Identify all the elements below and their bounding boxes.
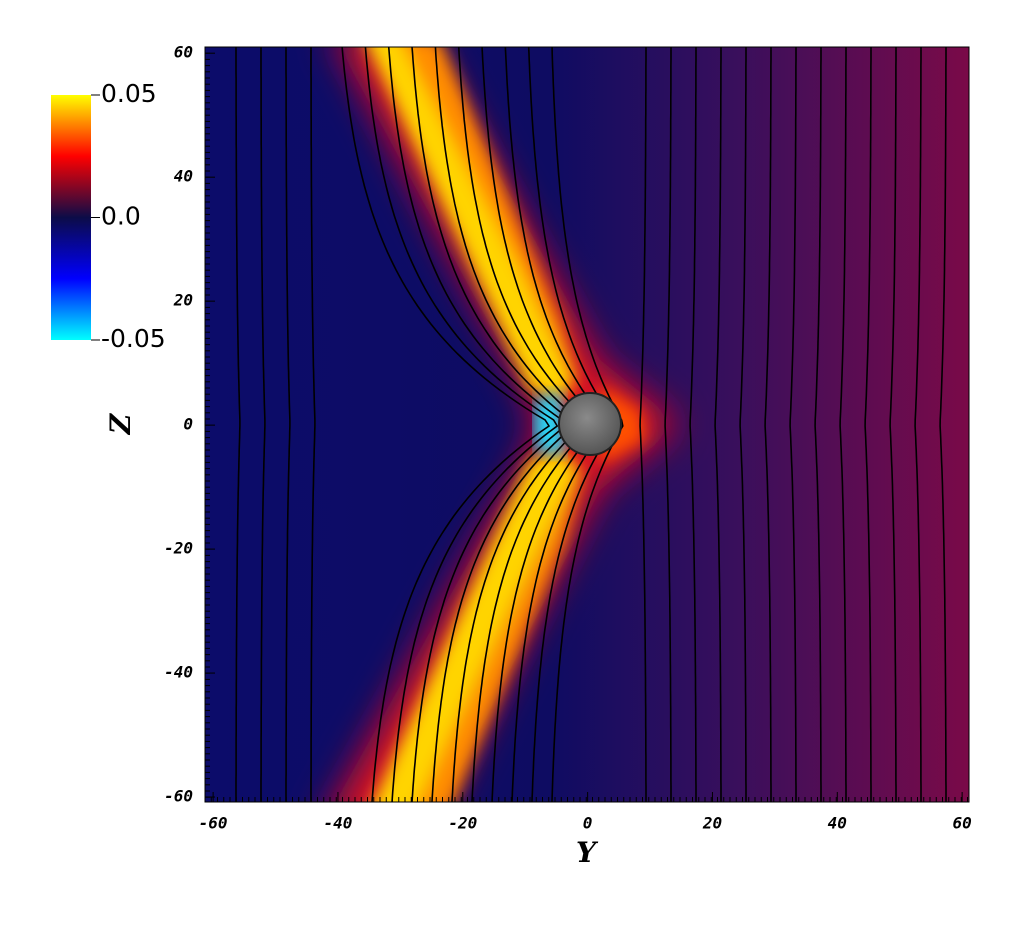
y-axis-label: Z xyxy=(104,412,137,435)
field-line xyxy=(235,47,241,802)
field-line xyxy=(764,47,772,802)
x-tick-label: -20 xyxy=(448,814,477,833)
field-line xyxy=(939,47,947,802)
field-line xyxy=(310,47,316,802)
x-tick-label: 0 xyxy=(583,814,593,833)
field-line xyxy=(889,47,897,802)
field-line xyxy=(689,47,697,802)
y-tick-label: -60 xyxy=(164,787,193,806)
y-tick-label: 60 xyxy=(174,43,193,62)
colorbar-tick-label: 0.0 xyxy=(101,202,141,231)
x-tick-label: 20 xyxy=(702,814,722,833)
field-line xyxy=(914,47,922,802)
field-line xyxy=(789,47,797,802)
field-line xyxy=(364,47,559,802)
field-line xyxy=(664,47,672,802)
field-bands xyxy=(368,47,645,802)
field-line xyxy=(260,47,266,802)
y-tick-label: -20 xyxy=(164,539,193,558)
colorbar-tick-label: -0.05 xyxy=(101,324,166,353)
field-line xyxy=(285,47,291,802)
y-tick-label: 20 xyxy=(173,291,193,310)
field-line xyxy=(551,47,624,802)
field xyxy=(205,47,969,802)
minor-ticks xyxy=(204,46,968,802)
y-tick-label: -40 xyxy=(164,663,193,682)
x-tick-label: 60 xyxy=(953,814,972,833)
field-line xyxy=(639,47,647,802)
colorbar-tick-label: 0.05 xyxy=(101,79,157,108)
field-line xyxy=(714,47,722,802)
plot-frame xyxy=(204,46,970,803)
x-tick-label: -40 xyxy=(323,814,352,833)
x-tick-label: -60 xyxy=(199,814,228,833)
colorbar xyxy=(51,95,91,340)
x-tick-label: 40 xyxy=(828,814,847,833)
field-line xyxy=(864,47,872,802)
field-line xyxy=(814,47,822,802)
field-line xyxy=(839,47,847,802)
field-core xyxy=(535,392,565,455)
y-tick-label: 40 xyxy=(174,167,193,186)
x-axis-label: Y xyxy=(576,836,599,869)
planet xyxy=(558,392,622,456)
y-tick-label: 0 xyxy=(183,415,193,434)
field-line xyxy=(341,47,551,802)
field-line xyxy=(739,47,747,802)
